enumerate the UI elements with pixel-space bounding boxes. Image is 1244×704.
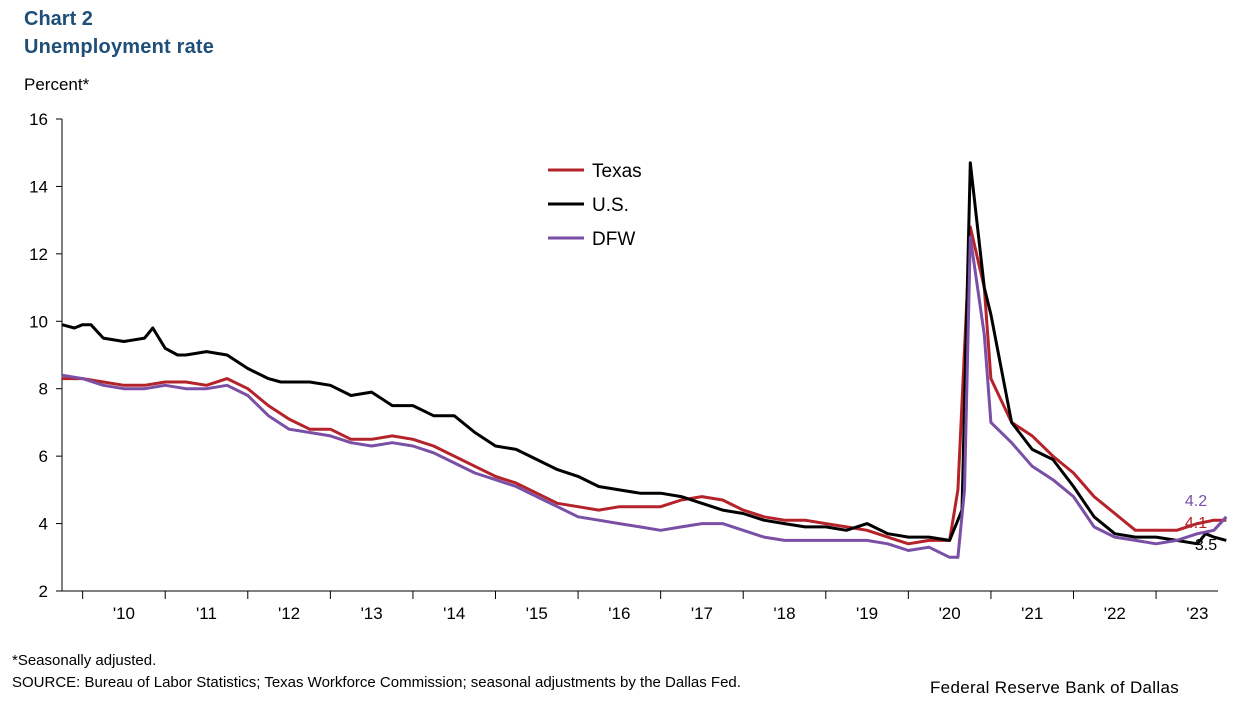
x-tick-label: '11 bbox=[196, 604, 217, 623]
x-tick-label: '16 bbox=[608, 604, 630, 623]
chart-axes: 2 4 6 8 10 12 14 16 '10 '11 '12 '13 '14 '15 '16 '17 '18 '… bbox=[29, 110, 1218, 623]
y-tick-label: 10 bbox=[29, 312, 48, 331]
x-tick-label: '19 bbox=[856, 604, 878, 623]
chart-end-labels: 4.2 4.1 3.5 bbox=[1185, 493, 1217, 554]
end-label-dfw: 4.2 bbox=[1185, 493, 1207, 510]
chart-number: Chart 2 bbox=[24, 8, 93, 30]
x-tick-label: '10 bbox=[113, 604, 135, 623]
x-tick-label: '14 bbox=[443, 604, 465, 623]
legend-label-us: U.S. bbox=[592, 195, 629, 216]
series-line-texas bbox=[62, 225, 1227, 546]
x-tick-label: '22 bbox=[1104, 604, 1126, 623]
series-line-us bbox=[61, 161, 1227, 546]
y-tick-label: 12 bbox=[29, 245, 48, 264]
end-label-texas: 4.1 bbox=[1185, 515, 1207, 532]
legend-label-texas: Texas bbox=[592, 161, 642, 182]
y-tick-label: 2 bbox=[39, 582, 48, 601]
x-tick-label: '13 bbox=[361, 604, 383, 623]
y-tick-label: 8 bbox=[39, 380, 48, 399]
x-tick-label: '23 bbox=[1186, 604, 1208, 623]
x-tick-label: '12 bbox=[278, 604, 300, 623]
x-tick-label: '17 bbox=[691, 604, 713, 623]
chart-title: Unemployment rate bbox=[24, 36, 215, 58]
x-tick-label: '18 bbox=[773, 604, 795, 623]
credit-line: Federal Reserve Bank of Dallas bbox=[930, 678, 1180, 697]
chart-legend: Texas U.S. DFW bbox=[548, 161, 642, 250]
end-label-us: 3.5 bbox=[1195, 537, 1217, 554]
y-axis-unit-label: Percent* bbox=[24, 75, 90, 94]
series-line-dfw bbox=[61, 235, 1228, 559]
y-tick-label: 16 bbox=[29, 110, 48, 129]
legend-label-dfw: DFW bbox=[592, 229, 635, 250]
x-tick-label: '20 bbox=[939, 604, 961, 623]
x-tick-label: '21 bbox=[1021, 604, 1043, 623]
footnote: *Seasonally adjusted. bbox=[12, 652, 157, 669]
y-tick-label: 14 bbox=[29, 177, 48, 196]
chart-series bbox=[61, 161, 1228, 559]
y-tick-label: 4 bbox=[39, 515, 48, 534]
x-tick-label: '15 bbox=[526, 604, 548, 623]
y-tick-label: 6 bbox=[39, 447, 48, 466]
source-note: SOURCE: Bureau of Labor Statistics; Texa… bbox=[12, 674, 741, 691]
